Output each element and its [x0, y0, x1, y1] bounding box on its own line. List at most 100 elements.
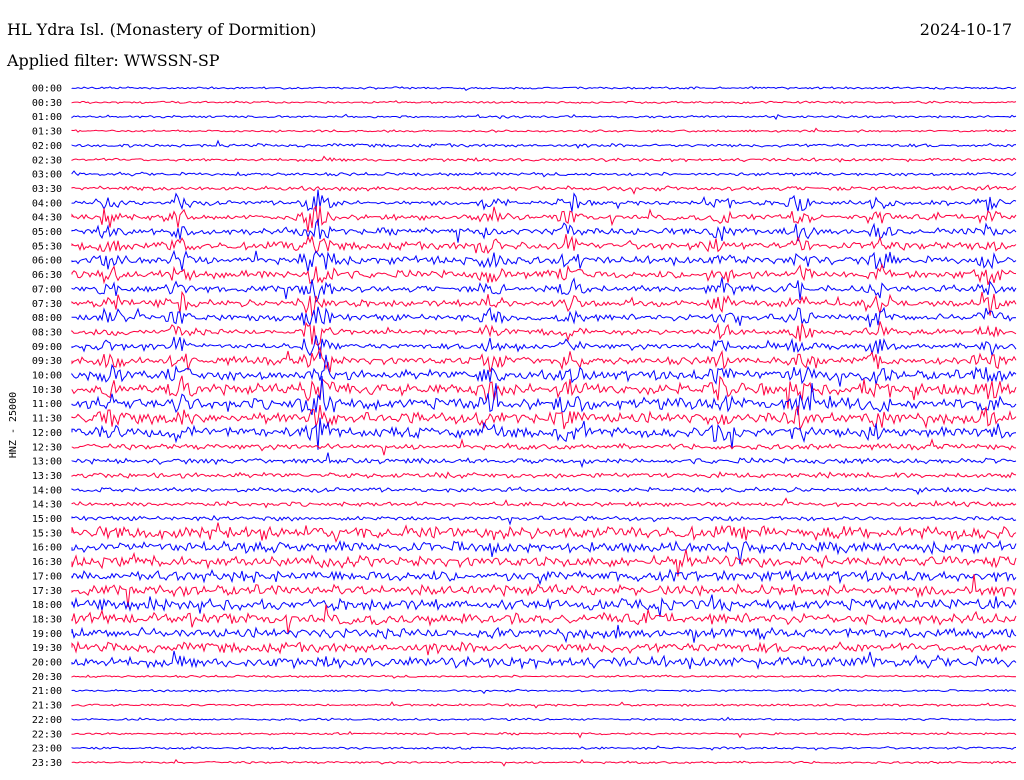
row-label: 09:00 — [32, 342, 62, 353]
trace-0600 — [71, 249, 1017, 273]
row-label: 05:00 — [32, 227, 62, 238]
row-label: 13:30 — [32, 471, 62, 482]
row-label: 08:00 — [32, 313, 62, 324]
row-label: 11:30 — [32, 414, 62, 425]
trace-0900 — [71, 335, 1017, 359]
row-label: 20:30 — [32, 672, 62, 683]
row-label: 21:00 — [32, 686, 62, 697]
trace-0000 — [71, 86, 1017, 91]
trace-0030 — [71, 100, 1017, 105]
trace-0400 — [71, 189, 1017, 213]
row-label: 00:30 — [32, 98, 62, 109]
row-label: 20:00 — [32, 658, 62, 669]
trace-1300 — [71, 452, 1017, 469]
trace-1530 — [71, 522, 1017, 543]
row-label: 18:00 — [32, 600, 62, 611]
trace-1430 — [71, 497, 1017, 509]
trace-0630 — [71, 263, 1017, 286]
row-label: 16:30 — [32, 557, 62, 568]
trace-0700 — [71, 277, 1017, 303]
row-label: 12:30 — [32, 442, 62, 453]
trace-2100 — [71, 688, 1017, 695]
trace-0100 — [71, 113, 1017, 121]
y-axis-label: HNZ - 25000 — [8, 392, 19, 458]
row-label: 02:30 — [32, 155, 62, 166]
trace-1930 — [71, 640, 1017, 656]
row-label: 18:30 — [32, 614, 62, 625]
row-label: 22:30 — [32, 729, 62, 740]
row-label: 14:30 — [32, 500, 62, 511]
trace-0500 — [71, 218, 1017, 243]
row-label: 11:00 — [32, 399, 62, 410]
trace-group — [71, 86, 1017, 767]
row-label: 12:00 — [32, 428, 62, 439]
row-label: 05:30 — [32, 241, 62, 252]
row-label: 04:00 — [32, 198, 62, 209]
row-label: 03:30 — [32, 184, 62, 195]
row-label: 04:30 — [32, 213, 62, 224]
row-label: 10:30 — [32, 385, 62, 396]
row-label: 08:30 — [32, 327, 62, 338]
row-label: 06:00 — [32, 256, 62, 267]
row-label: 19:00 — [32, 629, 62, 640]
row-label: 09:30 — [32, 356, 62, 367]
trace-0930 — [71, 345, 1017, 373]
trace-1730 — [71, 574, 1017, 608]
trace-0300 — [71, 170, 1017, 178]
trace-2230 — [71, 730, 1017, 739]
row-label: 13:00 — [32, 457, 62, 468]
trace-1200 — [71, 417, 1017, 450]
row-label: 02:00 — [32, 141, 62, 152]
trace-0830 — [71, 321, 1017, 347]
trace-1900 — [71, 624, 1017, 644]
trace-1830 — [71, 604, 1017, 634]
row-label: 23:00 — [32, 744, 62, 755]
trace-0730 — [71, 290, 1017, 317]
trace-1800 — [71, 594, 1017, 617]
trace-1600 — [71, 539, 1017, 565]
row-label: 22:00 — [32, 715, 62, 726]
trace-1030 — [71, 375, 1017, 409]
trace-2200 — [71, 716, 1017, 722]
row-label: 07:00 — [32, 284, 62, 295]
trace-1330 — [71, 471, 1017, 480]
trace-1700 — [71, 568, 1017, 586]
row-label: 15:30 — [32, 528, 62, 539]
trace-1100 — [71, 375, 1017, 416]
trace-0800 — [71, 306, 1017, 328]
trace-0200 — [71, 139, 1017, 149]
row-label: 21:30 — [32, 701, 62, 712]
row-label: 16:00 — [32, 543, 62, 554]
row-label: 15:00 — [32, 514, 62, 525]
trace-1130 — [71, 404, 1017, 432]
trace-1400 — [71, 486, 1017, 496]
row-label: 17:00 — [32, 571, 62, 582]
row-label: 17:30 — [32, 586, 62, 597]
trace-2130 — [71, 701, 1016, 709]
filter-label: Applied filter: WWSSN-SP — [7, 51, 220, 70]
chart-date: 2024-10-17 — [919, 20, 1012, 39]
row-label: 19:30 — [32, 643, 62, 654]
trace-1500 — [71, 514, 1017, 526]
row-label: 10:00 — [32, 371, 62, 382]
trace-2300 — [71, 745, 1017, 751]
row-label: 01:30 — [32, 127, 62, 138]
trace-0530 — [71, 234, 1017, 255]
row-label: 01:00 — [32, 112, 62, 123]
row-label: 14:00 — [32, 485, 62, 496]
row-label: 03:00 — [32, 170, 62, 181]
trace-2330 — [71, 758, 1017, 767]
row-label: 23:30 — [32, 758, 62, 769]
trace-1000 — [71, 354, 1017, 387]
trace-0130 — [71, 127, 1017, 133]
chart-title: HL Ydra Isl. (Monastery of Dormition) — [7, 20, 317, 39]
tick-label-group: 00:00 00:30 01:00 01:30 02:00 02:30 03:00 03:30… — [32, 84, 62, 769]
trace-1630 — [71, 549, 1017, 577]
trace-1230 — [71, 438, 1017, 456]
row-label: 07:30 — [32, 299, 62, 310]
trace-0330 — [71, 184, 1017, 195]
trace-0230 — [71, 155, 1017, 163]
trace-2030 — [71, 674, 1017, 679]
row-label: 00:00 — [32, 84, 62, 95]
